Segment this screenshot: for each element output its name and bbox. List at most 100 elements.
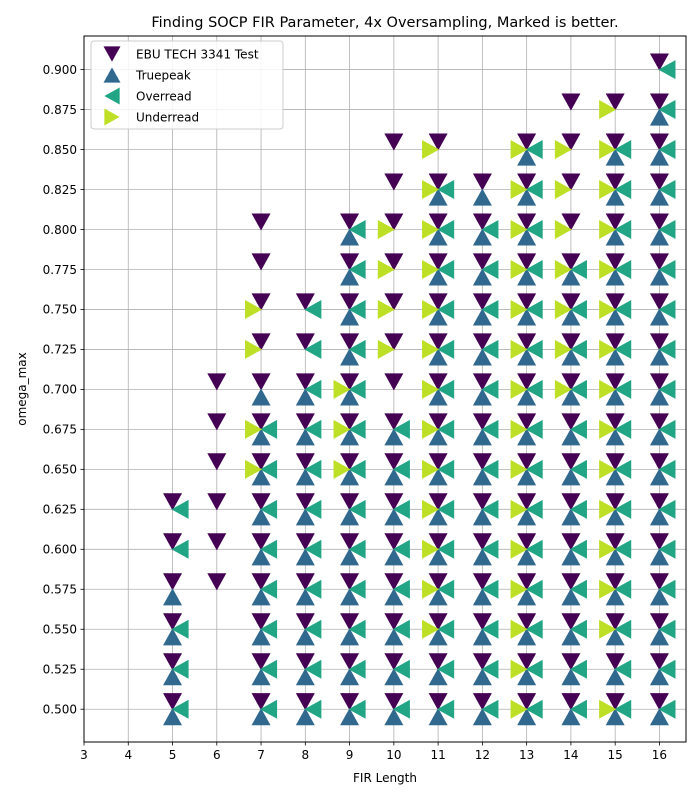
marker-up	[517, 188, 537, 206]
marker-up	[517, 308, 537, 326]
marker-down	[517, 573, 537, 591]
marker-down	[295, 453, 315, 471]
marker-up	[428, 308, 448, 326]
marker-down	[649, 493, 669, 511]
marker-up	[472, 348, 492, 366]
marker-down	[163, 493, 183, 511]
marker-left	[658, 699, 676, 719]
marker-left	[569, 419, 587, 439]
marker-left	[658, 619, 676, 639]
marker-left	[481, 419, 499, 439]
marker-down	[428, 653, 448, 671]
marker-up	[517, 468, 537, 486]
marker-down	[163, 573, 183, 591]
marker-up	[649, 348, 669, 366]
marker-up	[605, 148, 625, 166]
marker-left	[525, 459, 543, 479]
marker-left	[304, 579, 322, 599]
marker-up	[428, 228, 448, 246]
marker-up	[384, 668, 404, 686]
marker-up	[517, 628, 537, 646]
marker-down	[251, 333, 271, 351]
marker-up	[605, 428, 625, 446]
marker-left	[525, 659, 543, 679]
marker-up	[649, 388, 669, 406]
marker-left	[614, 299, 632, 319]
marker-left	[481, 499, 499, 519]
marker-down	[605, 173, 625, 191]
marker-left	[348, 419, 366, 439]
marker-right	[245, 459, 263, 479]
marker-left	[525, 180, 543, 200]
marker-down	[295, 333, 315, 351]
marker-right	[510, 699, 528, 719]
marker-down	[207, 413, 227, 431]
marker-down	[561, 693, 581, 711]
marker-left	[260, 699, 278, 719]
marker-up	[428, 668, 448, 686]
marker-left	[304, 459, 322, 479]
marker-down	[207, 533, 227, 551]
marker-left	[260, 659, 278, 679]
marker-down	[340, 573, 360, 591]
marker-up	[517, 588, 537, 606]
marker-up	[472, 428, 492, 446]
legend-label: EBU TECH 3341 Test	[136, 48, 259, 62]
marker-down	[561, 373, 581, 391]
marker-left	[392, 499, 410, 519]
marker-down	[561, 653, 581, 671]
marker-down	[561, 253, 581, 271]
marker-down	[295, 533, 315, 551]
legend-marker	[103, 67, 121, 83]
marker-down	[428, 453, 448, 471]
marker-left	[392, 419, 410, 439]
marker-right	[422, 459, 440, 479]
marker-right	[599, 339, 617, 359]
marker-right	[377, 339, 395, 359]
marker-right	[245, 419, 263, 439]
marker-down	[384, 293, 404, 311]
marker-right	[377, 299, 395, 319]
x-tick-label: 7	[257, 748, 265, 762]
marker-up	[649, 268, 669, 286]
marker-down	[428, 333, 448, 351]
marker-up	[295, 388, 315, 406]
marker-right	[510, 219, 528, 239]
marker-down	[561, 613, 581, 631]
marker-down	[428, 413, 448, 431]
marker-right	[422, 299, 440, 319]
marker-left	[481, 579, 499, 599]
y-tick-label: 0.600	[43, 543, 77, 557]
y-tick-label: 0.875	[43, 103, 77, 117]
marker-left	[658, 180, 676, 200]
marker-left	[658, 499, 676, 519]
marker-up	[384, 428, 404, 446]
y-tick-label: 0.700	[43, 383, 77, 397]
marker-up	[472, 388, 492, 406]
marker-right	[599, 219, 617, 239]
marker-left	[614, 379, 632, 399]
marker-up	[384, 548, 404, 566]
marker-down	[561, 413, 581, 431]
marker-left	[614, 259, 632, 279]
marker-down	[340, 653, 360, 671]
marker-up	[428, 388, 448, 406]
marker-left	[569, 459, 587, 479]
marker-down	[428, 213, 448, 231]
marker-down	[251, 213, 271, 231]
marker-up	[605, 628, 625, 646]
marker-up	[605, 668, 625, 686]
y-tick-label: 0.625	[43, 503, 77, 517]
marker-left	[569, 579, 587, 599]
marker-up	[649, 148, 669, 166]
marker-down	[251, 533, 271, 551]
marker-down	[251, 373, 271, 391]
marker-left	[658, 219, 676, 239]
marker-left	[348, 659, 366, 679]
marker-up	[340, 308, 360, 326]
marker-up	[384, 628, 404, 646]
marker-up	[472, 548, 492, 566]
marker-left	[304, 699, 322, 719]
marker-left	[525, 259, 543, 279]
marker-up	[340, 668, 360, 686]
